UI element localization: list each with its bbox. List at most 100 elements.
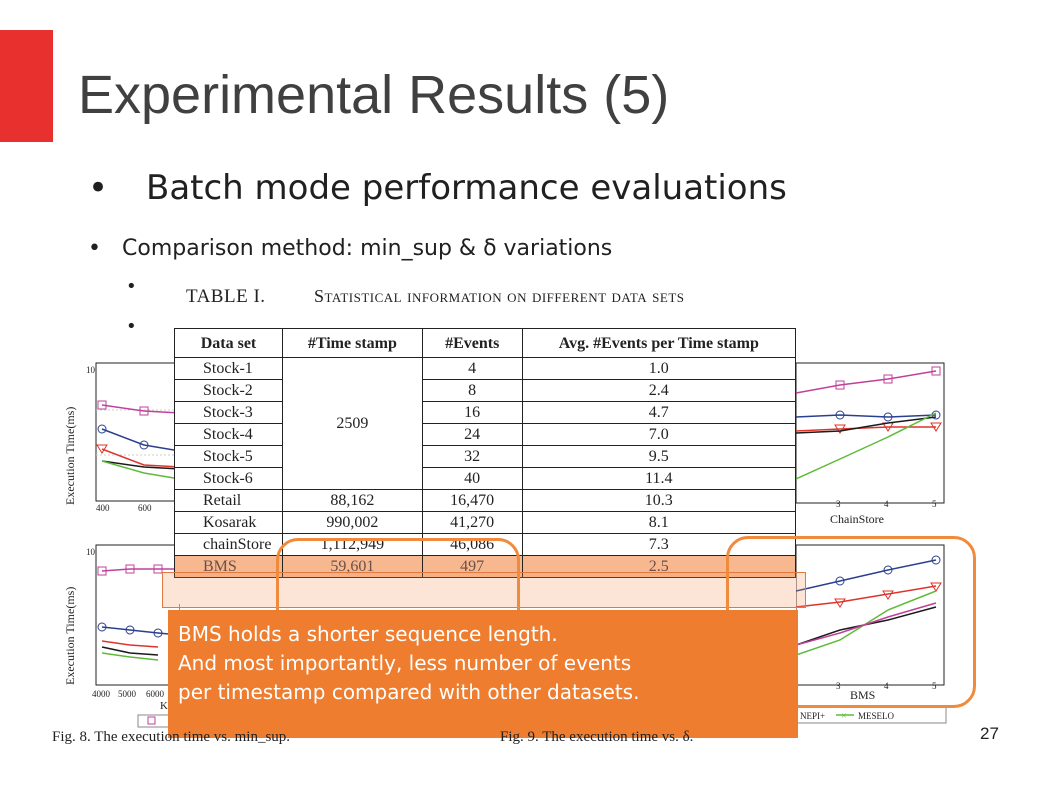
x-axis-label-bms: BMS xyxy=(850,688,875,702)
x-tick: 4000 xyxy=(92,689,111,699)
legend-nepi: NEPI+ xyxy=(800,711,825,721)
cell-avg: 9.5 xyxy=(521,445,797,468)
marker-circle xyxy=(835,576,845,586)
cell-dataset: Kosarak xyxy=(174,511,283,534)
x-tick: 4 xyxy=(884,499,889,509)
table-row: Stock-4 24 7.0 xyxy=(174,423,797,446)
cell-events: 24 xyxy=(421,423,523,446)
cell-dataset: Stock-6 xyxy=(174,467,283,490)
fig9-chart-right: 3 4 5 ChainStore 3 4 5 BMS NEPI+ × MESEL… xyxy=(796,362,947,724)
series-green xyxy=(796,412,937,480)
callout-line-1: BMS holds a shorter sequence length. xyxy=(178,622,558,646)
series-black xyxy=(796,416,937,434)
cell-events: 16,470 xyxy=(421,489,523,512)
x-tick: 3 xyxy=(836,681,841,691)
cell-events: 16 xyxy=(421,401,523,424)
fig8-caption: Fig. 8. The execution time vs. min_sup. xyxy=(52,729,291,745)
table-row: Stock-6 40 11.4 xyxy=(174,467,797,490)
cell-dataset: Retail xyxy=(174,489,283,512)
marker-circle xyxy=(883,412,893,422)
col-header: Data set xyxy=(174,328,283,358)
cell-dataset: Stock-4 xyxy=(174,423,283,446)
series-red-top xyxy=(101,448,180,468)
table-caption: TABLE I. Statistical information on diffe… xyxy=(186,286,685,308)
col-header: #Events xyxy=(421,328,523,358)
table-row: Retail 88,162 16,470 10.3 xyxy=(174,489,797,512)
marker-square xyxy=(97,400,107,410)
y-tick-top: 10 xyxy=(86,365,96,375)
series-blue xyxy=(796,414,937,418)
y-tick-bottom: 10 xyxy=(86,547,96,557)
series-green-bottom xyxy=(101,652,159,661)
series-magenta-top xyxy=(101,404,180,414)
col-header: Avg. #Events per Time stamp xyxy=(521,328,797,358)
marker-square xyxy=(153,564,163,574)
table-row: Stock-1 2509 4 1.0 xyxy=(174,357,797,490)
marker-triangle xyxy=(834,598,846,608)
cell-events: 8 xyxy=(421,379,523,402)
cell-dataset: Stock-2 xyxy=(174,379,283,402)
table-row: Stock-3 16 4.7 xyxy=(174,401,797,424)
slide-title: Experimental Results (5) xyxy=(78,65,670,125)
x-tick: 600 xyxy=(138,503,152,513)
marker-circle xyxy=(125,625,135,635)
bullet-comparison-text: Comparison method: min_sup & δ variation… xyxy=(122,236,613,261)
marker-circle xyxy=(883,565,893,575)
cell-avg: 7.0 xyxy=(521,423,797,446)
x-tick: 5 xyxy=(932,499,937,509)
bullet-dot: • xyxy=(88,168,109,208)
cell-avg: 4.7 xyxy=(521,401,797,424)
marker-circle xyxy=(835,410,845,420)
series-blue-top xyxy=(101,428,180,452)
table-row: Kosarak 990,002 41,270 8.1 xyxy=(174,511,797,534)
cell-events: 32 xyxy=(421,445,523,468)
plot-frame-bottom-right xyxy=(796,544,945,686)
cell-dataset: chainStore xyxy=(174,533,283,556)
x-tick: 4 xyxy=(884,681,889,691)
fig9-caption: Fig. 9. The execution time vs. δ. xyxy=(500,729,694,745)
cell-timestamp: 88,162 xyxy=(281,489,423,512)
series-magenta xyxy=(796,602,937,646)
series-red xyxy=(796,426,936,432)
bullet-dot: • xyxy=(88,236,101,261)
series-red-bottom xyxy=(101,640,159,648)
bullet-comparison: • Comparison method: min_sup & δ variatio… xyxy=(88,236,612,261)
x-tick: 6000 xyxy=(146,689,165,699)
series-black-bottom xyxy=(101,646,159,656)
cell-avg: 11.4 xyxy=(521,467,797,490)
bms-row-highlight xyxy=(162,572,806,608)
marker-triangle xyxy=(834,424,846,434)
annotation-callout: BMS holds a shorter sequence length. And… xyxy=(168,610,798,738)
cell-avg: 8.1 xyxy=(521,511,797,534)
callout-line-3: per timestamp compared with other datase… xyxy=(178,680,640,704)
marker-square xyxy=(835,380,845,390)
marker-square xyxy=(931,366,941,376)
table-caption-text: Statistical information on different dat… xyxy=(314,286,685,306)
callout-line-2: And most importantly, less number of eve… xyxy=(178,651,632,675)
table-header-row: Data set #Time stamp #Events Avg. #Event… xyxy=(174,328,797,358)
marker-circle xyxy=(97,424,107,434)
table-row: Stock-5 32 9.5 xyxy=(174,445,797,468)
series-magenta xyxy=(796,370,937,394)
series-black-top xyxy=(101,460,180,470)
legend-marker-x: × xyxy=(841,711,847,722)
page-number: 27 xyxy=(980,724,999,743)
plot-frame-bottom xyxy=(95,544,180,686)
legend-box xyxy=(137,714,180,728)
cell-dataset: Stock-3 xyxy=(174,401,283,424)
legend-marker xyxy=(147,716,156,725)
y-axis-label-bottom: Execution Time(ms) xyxy=(63,587,77,685)
marker-square xyxy=(125,564,135,574)
cell-dataset: Stock-5 xyxy=(174,445,283,468)
x-axis-label-chainstore: ChainStore xyxy=(830,512,884,526)
marker-square xyxy=(97,566,107,576)
cell-avg: 1.0 xyxy=(521,357,797,380)
x-tick: 400 xyxy=(96,503,110,513)
fig8-chart-left: Execution Time(ms) 10 400 600 Execution … xyxy=(63,362,180,728)
cell-avg: 10.3 xyxy=(521,489,797,512)
marker-circle xyxy=(931,555,941,565)
cell-dataset: Stock-1 xyxy=(174,357,283,380)
cell-events: 4 xyxy=(421,357,523,380)
x-tick: 5 xyxy=(932,681,937,691)
sub-bullet-dot: • xyxy=(126,316,137,337)
